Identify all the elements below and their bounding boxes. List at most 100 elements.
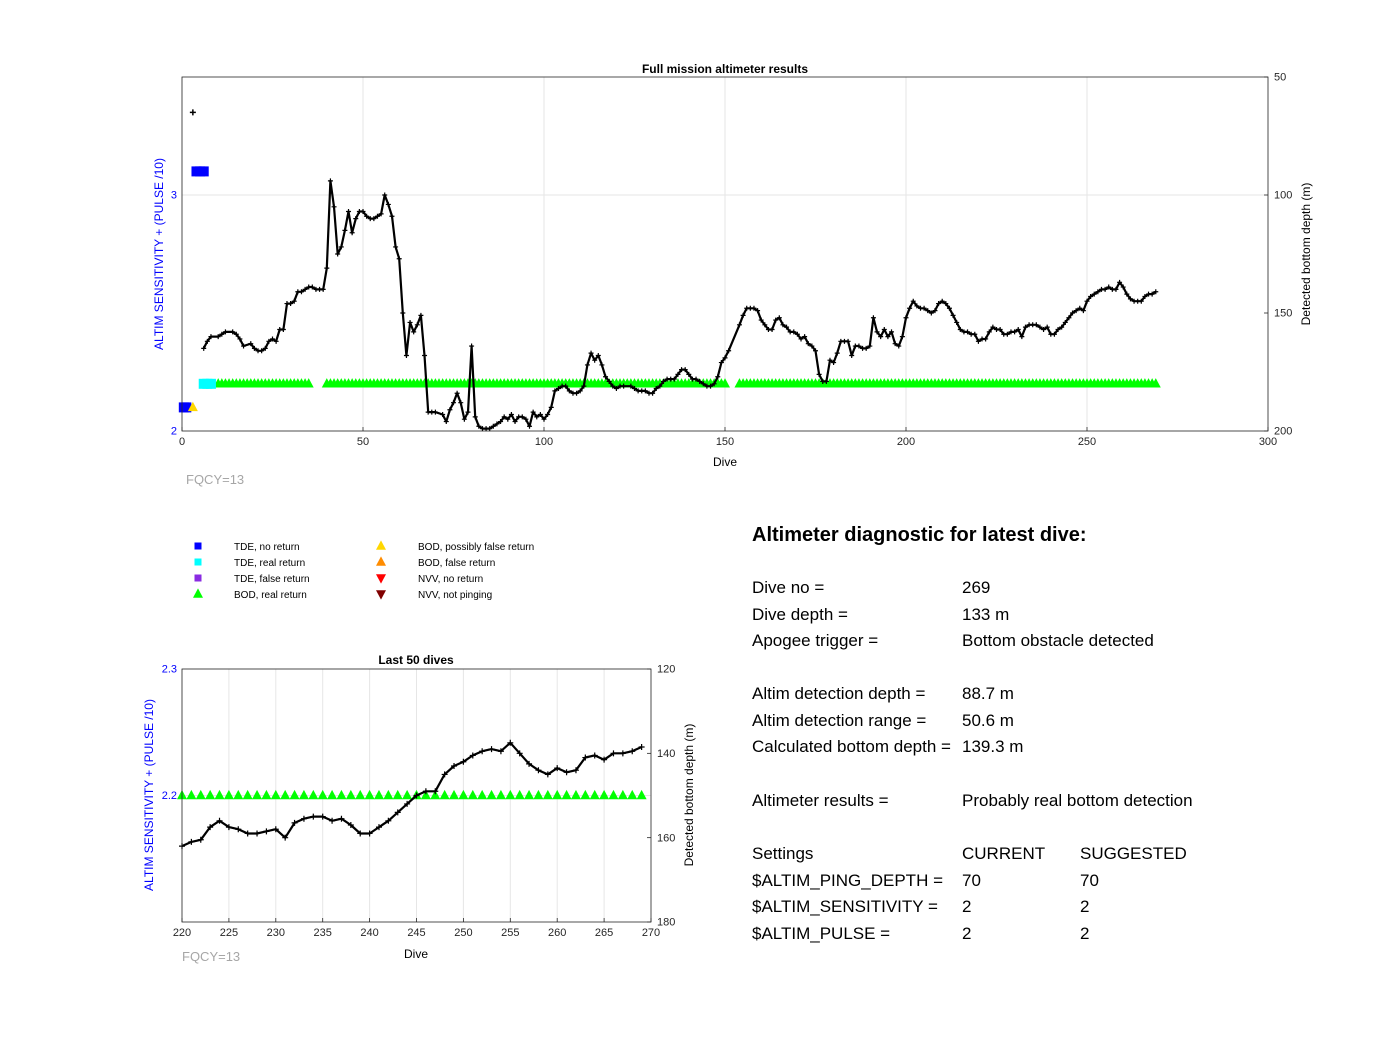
zoom-x-axis-label: Dive bbox=[404, 947, 428, 961]
depth-point bbox=[371, 216, 377, 222]
x-tick-label: 245 bbox=[407, 927, 425, 939]
bod-marker bbox=[298, 789, 309, 800]
main-chart: 0 50 100 150 200 250 300 2 3 50 100 150 200 Full mis… bbox=[152, 62, 1313, 487]
zoom-chart-title: Last 50 dives bbox=[378, 653, 454, 667]
x-tick-label: 230 bbox=[267, 927, 285, 939]
depth-point bbox=[671, 376, 677, 382]
depth-point bbox=[1062, 319, 1068, 325]
depth-point bbox=[686, 371, 692, 377]
bod-marker bbox=[580, 789, 591, 800]
depth-point bbox=[364, 213, 370, 219]
setting-name: $ALTIM_PING_DEPTH = bbox=[752, 871, 943, 890]
depth-point bbox=[1091, 291, 1097, 297]
depth-point bbox=[479, 748, 486, 755]
depth-point bbox=[441, 771, 448, 778]
suggested-header: SUGGESTED bbox=[1080, 844, 1187, 863]
setting-current: 2 bbox=[962, 897, 972, 916]
depth-point bbox=[1124, 291, 1130, 297]
depth-point bbox=[451, 762, 458, 769]
depth-point bbox=[507, 739, 514, 746]
depth-point bbox=[458, 400, 464, 406]
bod-marker bbox=[552, 789, 563, 800]
depth-point bbox=[1012, 329, 1018, 335]
x-tick-label: 270 bbox=[642, 927, 660, 939]
legend-label: NVV, no return bbox=[418, 574, 483, 585]
depth-point bbox=[629, 748, 636, 755]
depth-point bbox=[400, 310, 406, 316]
depth-point bbox=[219, 331, 225, 337]
depth-point bbox=[954, 319, 960, 325]
legend-label: TDE, false return bbox=[234, 574, 310, 585]
bod-marker bbox=[495, 789, 506, 800]
depth-point bbox=[584, 362, 590, 368]
depth-point bbox=[338, 815, 345, 822]
depth-point bbox=[555, 386, 561, 392]
depth-point bbox=[1138, 298, 1144, 304]
legend-marker bbox=[376, 556, 386, 566]
depth-point bbox=[610, 383, 616, 389]
depth-point bbox=[487, 426, 493, 432]
depth-point bbox=[411, 329, 417, 335]
depth-point bbox=[422, 788, 429, 795]
depth-point bbox=[208, 334, 214, 340]
depth-point bbox=[469, 343, 475, 349]
setting-name: $ALTIM_SENSITIVITY = bbox=[752, 897, 938, 916]
depth-point bbox=[548, 404, 554, 410]
depth-point bbox=[476, 423, 482, 429]
depth-point bbox=[867, 343, 873, 349]
depth-point bbox=[263, 828, 270, 835]
dive-no-label: Dive no = bbox=[752, 578, 825, 597]
depth-point bbox=[809, 343, 815, 349]
depth-point bbox=[606, 378, 612, 384]
depth-point bbox=[216, 817, 223, 824]
legend-marker bbox=[194, 574, 202, 582]
depth-point bbox=[527, 423, 533, 429]
depth-point bbox=[302, 286, 308, 292]
depth-point bbox=[566, 388, 572, 394]
legend-marker bbox=[376, 574, 386, 584]
y-tick-label-left: 2.2 bbox=[162, 790, 177, 802]
bod-marker bbox=[364, 789, 375, 800]
depth-point bbox=[324, 265, 330, 271]
depth-point bbox=[907, 305, 913, 311]
depth-point bbox=[1127, 296, 1133, 302]
depth-point bbox=[207, 824, 214, 831]
depth-point bbox=[856, 343, 862, 349]
setting-current: 2 bbox=[962, 924, 972, 943]
depth-point bbox=[353, 216, 359, 222]
depth-point bbox=[950, 312, 956, 318]
bod-marker bbox=[542, 789, 553, 800]
depth-point bbox=[494, 421, 500, 427]
depth-point bbox=[241, 343, 247, 349]
depth-point bbox=[613, 386, 619, 392]
depth-point bbox=[508, 411, 514, 417]
depth-point bbox=[816, 371, 822, 377]
depth-point bbox=[563, 769, 570, 776]
depth-point bbox=[385, 201, 391, 207]
depth-point bbox=[975, 338, 981, 344]
x-tick-label: 265 bbox=[595, 927, 613, 939]
depth-point bbox=[460, 758, 467, 765]
depth-point bbox=[1117, 279, 1123, 285]
depth-point bbox=[385, 817, 392, 824]
depth-point bbox=[225, 824, 232, 831]
depth-point bbox=[892, 341, 898, 347]
depth-point bbox=[628, 383, 634, 389]
depth-point bbox=[360, 209, 366, 215]
depth-point bbox=[650, 390, 656, 396]
legend-marker bbox=[376, 590, 386, 600]
dive-depth-label: Dive depth = bbox=[752, 605, 848, 624]
depth-point bbox=[237, 336, 243, 342]
depth-point bbox=[349, 230, 355, 236]
apogee-trigger-value: Bottom obstacle detected bbox=[962, 631, 1154, 650]
detection-range-value: 50.6 m bbox=[962, 711, 1014, 730]
bod-marker bbox=[514, 789, 525, 800]
depth-point bbox=[300, 815, 307, 822]
depth-point bbox=[711, 381, 717, 387]
depth-point bbox=[928, 310, 934, 316]
depth-point bbox=[414, 322, 420, 328]
depth-point bbox=[1080, 308, 1086, 314]
x-tick-label: 220 bbox=[173, 927, 191, 939]
depth-point bbox=[563, 383, 569, 389]
depth-point bbox=[505, 416, 511, 422]
